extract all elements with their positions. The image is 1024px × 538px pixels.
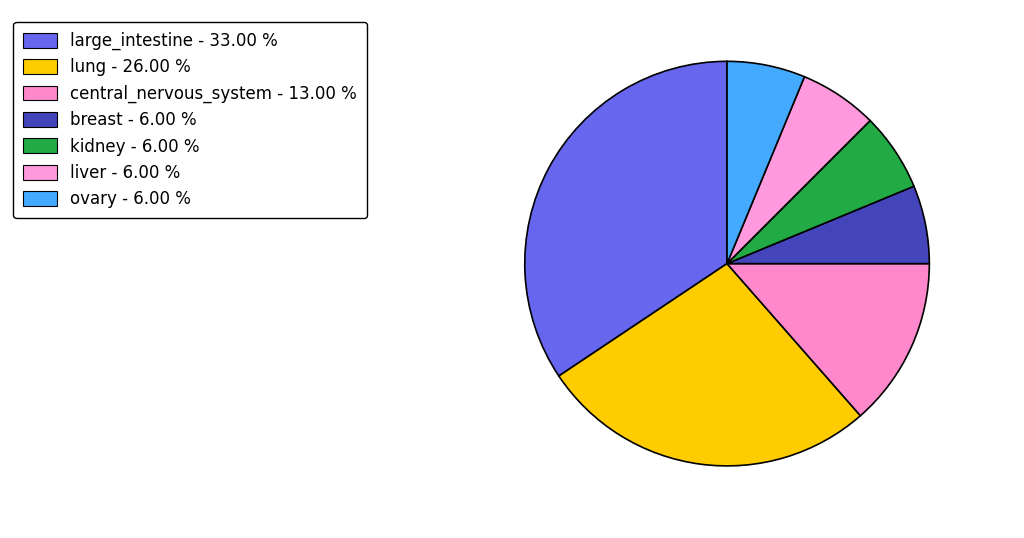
- Wedge shape: [727, 186, 930, 264]
- Wedge shape: [524, 61, 727, 376]
- Legend: large_intestine - 33.00 %, lung - 26.00 %, central_nervous_system - 13.00 %, bre: large_intestine - 33.00 %, lung - 26.00 …: [13, 22, 367, 218]
- Wedge shape: [559, 264, 860, 466]
- Wedge shape: [727, 77, 870, 264]
- Wedge shape: [727, 121, 914, 264]
- Wedge shape: [727, 264, 930, 416]
- Wedge shape: [727, 61, 805, 264]
